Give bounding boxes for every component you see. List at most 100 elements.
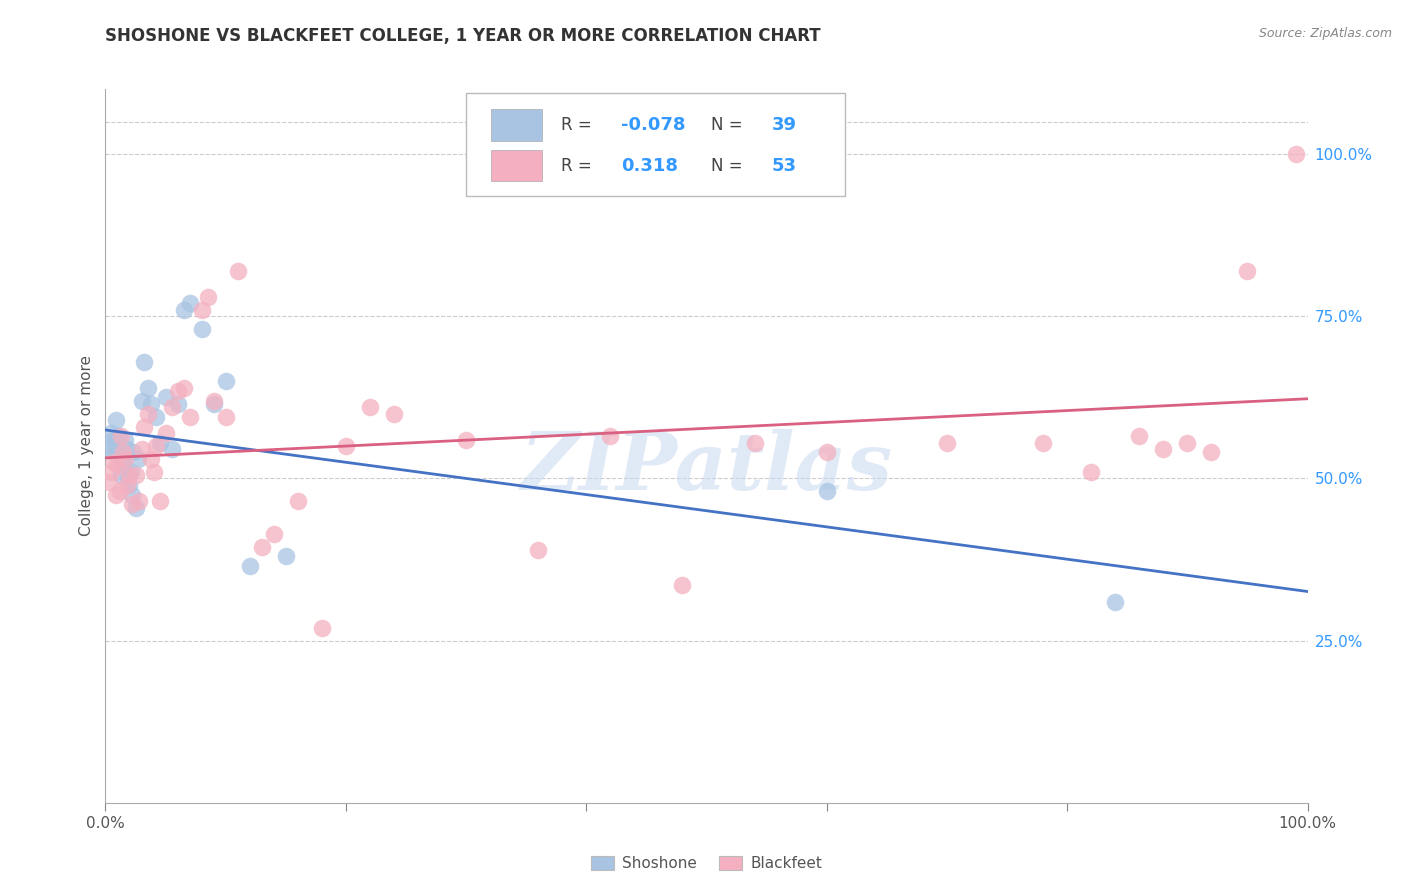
Point bbox=[115, 478, 138, 492]
Text: R =: R = bbox=[561, 116, 592, 134]
Point bbox=[214, 374, 236, 388]
Point bbox=[103, 455, 125, 469]
Point bbox=[107, 442, 129, 457]
Point bbox=[274, 549, 297, 564]
Point bbox=[1284, 147, 1306, 161]
Point bbox=[148, 435, 170, 450]
Point bbox=[166, 384, 188, 398]
Point bbox=[101, 433, 124, 447]
Point bbox=[671, 578, 693, 592]
Point bbox=[117, 471, 139, 485]
Point bbox=[142, 465, 165, 479]
Point bbox=[382, 407, 405, 421]
Point bbox=[120, 465, 142, 479]
Point bbox=[108, 449, 131, 463]
Point bbox=[121, 497, 143, 511]
FancyBboxPatch shape bbox=[491, 109, 541, 141]
Point bbox=[100, 465, 122, 479]
Point bbox=[1080, 465, 1102, 479]
Point bbox=[121, 488, 143, 502]
Point bbox=[110, 468, 132, 483]
Point bbox=[98, 475, 121, 489]
Point bbox=[1032, 435, 1054, 450]
Point bbox=[105, 488, 128, 502]
FancyBboxPatch shape bbox=[491, 150, 541, 181]
Point bbox=[105, 413, 128, 427]
Point bbox=[936, 435, 959, 450]
Point bbox=[100, 425, 122, 440]
Point bbox=[335, 439, 357, 453]
Text: -0.078: -0.078 bbox=[621, 116, 686, 134]
Point bbox=[118, 468, 141, 483]
Text: 39: 39 bbox=[772, 116, 796, 134]
Point bbox=[124, 468, 146, 483]
Point bbox=[599, 429, 621, 443]
Point bbox=[1104, 595, 1126, 609]
Text: R =: R = bbox=[561, 157, 592, 175]
Point bbox=[104, 435, 127, 450]
Point bbox=[239, 559, 262, 574]
Point bbox=[107, 458, 129, 473]
Point bbox=[155, 390, 177, 404]
Point bbox=[815, 445, 838, 459]
Point bbox=[263, 526, 285, 541]
Text: SHOSHONE VS BLACKFEET COLLEGE, 1 YEAR OR MORE CORRELATION CHART: SHOSHONE VS BLACKFEET COLLEGE, 1 YEAR OR… bbox=[105, 27, 821, 45]
Point bbox=[114, 452, 136, 467]
Point bbox=[98, 442, 121, 457]
Point bbox=[166, 397, 188, 411]
Point bbox=[359, 400, 381, 414]
Point bbox=[124, 500, 146, 515]
FancyBboxPatch shape bbox=[465, 93, 845, 196]
Point bbox=[190, 322, 212, 336]
Point bbox=[112, 458, 135, 473]
Point bbox=[145, 409, 167, 424]
Point bbox=[122, 445, 145, 459]
Point bbox=[744, 435, 766, 450]
Point bbox=[214, 409, 236, 424]
Point bbox=[179, 296, 201, 310]
Point bbox=[287, 494, 309, 508]
Point bbox=[173, 302, 195, 317]
Point bbox=[148, 494, 170, 508]
Point bbox=[118, 478, 141, 492]
Point bbox=[112, 445, 135, 459]
Point bbox=[111, 452, 134, 467]
Point bbox=[136, 407, 159, 421]
Point bbox=[139, 452, 162, 467]
Text: ZIPatlas: ZIPatlas bbox=[520, 429, 893, 506]
Point bbox=[103, 445, 125, 459]
Point bbox=[160, 400, 183, 414]
Point bbox=[110, 429, 132, 443]
Point bbox=[527, 542, 550, 557]
Point bbox=[155, 425, 177, 440]
Point bbox=[131, 442, 153, 457]
Point bbox=[197, 290, 219, 304]
Point bbox=[179, 409, 201, 424]
Text: 53: 53 bbox=[772, 157, 796, 175]
Point bbox=[139, 397, 162, 411]
Point bbox=[160, 442, 183, 457]
Point bbox=[1175, 435, 1198, 450]
Point bbox=[108, 484, 131, 499]
Point bbox=[136, 381, 159, 395]
Point bbox=[226, 264, 249, 278]
Point bbox=[1152, 442, 1174, 457]
Point bbox=[132, 354, 155, 368]
Point bbox=[107, 429, 129, 443]
Point bbox=[454, 433, 477, 447]
Point bbox=[250, 540, 273, 554]
Point bbox=[127, 452, 149, 467]
Point bbox=[145, 439, 167, 453]
Point bbox=[815, 484, 838, 499]
Point bbox=[132, 419, 155, 434]
Point bbox=[173, 381, 195, 395]
Text: Source: ZipAtlas.com: Source: ZipAtlas.com bbox=[1258, 27, 1392, 40]
Text: 0.318: 0.318 bbox=[621, 157, 678, 175]
Point bbox=[114, 433, 136, 447]
Point bbox=[1201, 445, 1223, 459]
Point bbox=[115, 442, 138, 457]
Point bbox=[311, 621, 333, 635]
Point bbox=[190, 302, 212, 317]
Point bbox=[1236, 264, 1258, 278]
Point bbox=[1128, 429, 1150, 443]
